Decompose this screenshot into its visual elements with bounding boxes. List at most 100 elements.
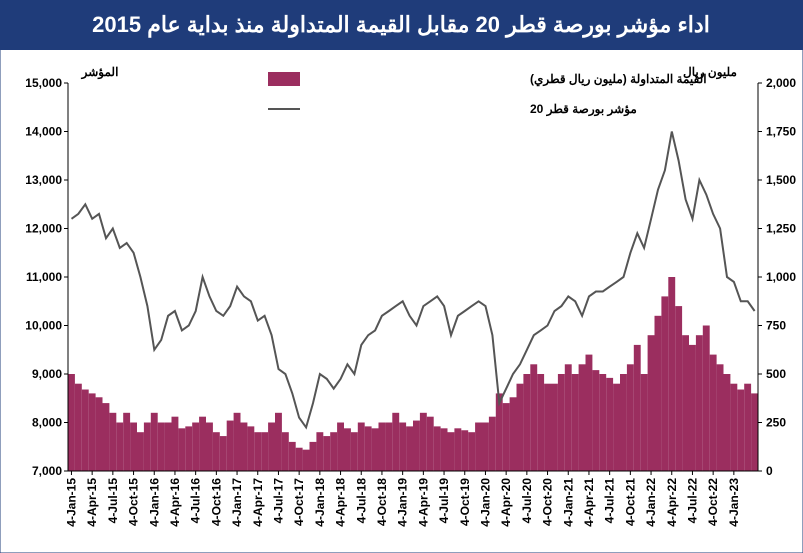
bar	[102, 403, 110, 471]
bar	[123, 412, 131, 471]
bar	[378, 422, 386, 471]
legend-label: مؤشر بورصة قطر 20	[530, 102, 637, 117]
bar	[509, 397, 517, 471]
legend-label: القيمة المتداولة (مليون ريال قطري)	[530, 72, 707, 87]
bar	[723, 374, 731, 471]
legend-swatch	[268, 72, 300, 86]
bar	[557, 374, 565, 471]
bar	[392, 412, 400, 471]
x-tick-label: 4-Jan-21	[561, 478, 575, 527]
bar	[578, 364, 586, 471]
x-tick-label: 4-Oct-16	[209, 478, 223, 526]
y2-tick-label: 500	[766, 367, 786, 381]
bar	[751, 393, 758, 471]
x-tick-label: 4-Jan-17	[230, 478, 244, 527]
x-tick-label: 4-Jan-20	[478, 478, 492, 527]
y-tick-label: 11,000	[26, 270, 62, 284]
y2-tick-label: 750	[766, 319, 786, 333]
bar	[744, 383, 752, 471]
x-tick-label: 4-Jan-15	[64, 478, 78, 527]
bar	[309, 441, 317, 471]
x-tick-label: 4-Jan-18	[313, 478, 327, 527]
bar	[185, 426, 193, 471]
bar	[364, 426, 372, 471]
bar	[233, 412, 241, 471]
x-tick-label: 4-Apr-17	[251, 478, 265, 527]
x-tick-label: 4-Oct-21	[623, 478, 637, 526]
x-tick-label: 4-Jul-18	[354, 478, 368, 524]
bar	[88, 393, 96, 471]
bar	[226, 420, 234, 471]
bar	[371, 428, 379, 471]
bar	[530, 364, 538, 471]
bar	[544, 383, 551, 471]
x-tick-label: 4-Apr-16	[168, 478, 182, 527]
y2-tick-label: 2,000	[766, 76, 796, 90]
x-tick-label: 4-Oct-22	[706, 478, 720, 526]
bar	[344, 428, 351, 471]
bar	[675, 306, 683, 471]
x-tick-label: 4-Jul-22	[685, 478, 699, 524]
bar	[268, 422, 275, 471]
bar	[157, 422, 165, 471]
x-tick-label: 4-Jan-23	[727, 478, 741, 527]
bar	[240, 422, 248, 471]
x-tick-label: 4-Oct-19	[458, 478, 472, 526]
bar	[143, 422, 151, 471]
bar	[81, 389, 89, 471]
bar	[385, 422, 393, 471]
bar	[716, 364, 724, 471]
bar	[330, 432, 338, 471]
bar	[419, 412, 427, 471]
bar	[192, 422, 200, 471]
y-tick-label: 12,000	[25, 222, 62, 236]
bar	[709, 354, 717, 471]
bar	[647, 335, 655, 471]
x-tick-label: 4-Jul-16	[189, 478, 203, 524]
x-tick-label: 4-Jul-15	[106, 478, 120, 524]
bar	[495, 393, 503, 471]
bar	[206, 422, 213, 471]
bar	[689, 344, 696, 471]
bar	[502, 403, 510, 471]
line	[70, 131, 756, 430]
bar	[682, 335, 689, 471]
bar	[275, 412, 282, 471]
bar	[254, 432, 262, 471]
bar	[413, 420, 420, 471]
x-tick-label: 4-Oct-18	[375, 478, 389, 526]
x-tick-label: 4-Oct-15	[127, 478, 141, 526]
bar	[406, 426, 413, 471]
bar	[592, 370, 600, 471]
bar	[730, 383, 738, 471]
bar	[199, 416, 206, 471]
x-tick-label: 4-Jan-19	[396, 478, 410, 527]
y-tick-label: 7,000	[32, 464, 62, 478]
bar	[261, 432, 269, 471]
bar	[695, 335, 703, 471]
bar	[316, 432, 324, 471]
x-tick-label: 4-Apr-20	[499, 478, 513, 527]
bar	[337, 422, 344, 471]
x-tick-label: 4-Jan-16	[147, 478, 161, 527]
y2-tick-label: 1,500	[766, 173, 796, 187]
bar	[426, 416, 434, 471]
x-tick-label: 4-Apr-22	[665, 478, 679, 527]
bar	[447, 432, 455, 471]
bar	[212, 432, 220, 471]
bar	[606, 377, 614, 471]
bar	[564, 364, 572, 471]
x-tick-label: 4-Jul-19	[437, 478, 451, 524]
y2-axis-label: مليون ريال	[683, 65, 737, 80]
bar	[737, 389, 745, 471]
x-tick-label: 4-Jan-22	[644, 478, 658, 527]
y-axis-label: المؤشر	[81, 65, 119, 80]
y-tick-label: 13,000	[25, 173, 62, 187]
bar	[109, 412, 117, 471]
bar	[488, 416, 496, 471]
bar	[626, 364, 634, 471]
bar	[599, 374, 607, 471]
bar	[302, 449, 310, 471]
bar	[433, 426, 441, 471]
x-tick-label: 4-Oct-20	[541, 478, 555, 526]
